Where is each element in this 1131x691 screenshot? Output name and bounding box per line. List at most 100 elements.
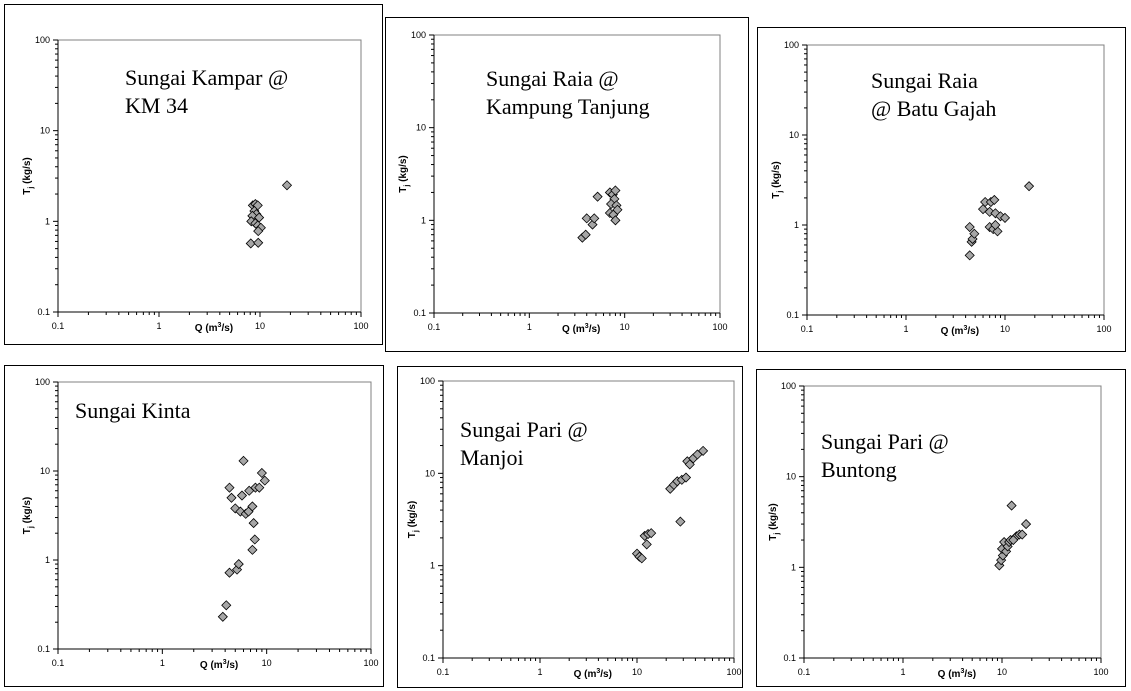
data-point <box>233 559 244 570</box>
chart-title-line: KM 34 <box>125 93 188 118</box>
y-axis-label: Tj (kg/s) <box>771 161 784 199</box>
data-point <box>646 528 657 539</box>
x-tick-label: 0.1 <box>52 321 65 331</box>
x-axis-label: Q (m3/s) <box>941 325 979 337</box>
data-point <box>281 180 293 191</box>
y-tick-label: 100 <box>411 30 426 40</box>
data-point <box>1017 529 1028 540</box>
data-point <box>217 611 228 622</box>
x-axis-label: Q (m3/s) <box>195 322 233 334</box>
y-tick-label: 100 <box>781 381 796 391</box>
data-point <box>969 228 980 239</box>
y-axis-label: Tj (kg/s) <box>22 157 35 195</box>
data-point <box>249 534 260 545</box>
chart-title-line: Sungai Kampar @ <box>125 65 288 90</box>
data-point <box>1006 500 1017 511</box>
x-tick-label: 0.1 <box>437 667 450 677</box>
x-tick-label: 10 <box>997 667 1007 677</box>
chart-title-line: Sungai Pari @ <box>821 429 949 454</box>
y-tick-label: 10 <box>425 468 435 478</box>
data-point <box>238 455 249 466</box>
x-tick-label: 10 <box>620 322 630 332</box>
x-tick-label: 10 <box>1000 324 1010 334</box>
plot-area <box>57 381 372 650</box>
data-point <box>612 204 623 215</box>
y-tick-label: 100 <box>35 377 50 387</box>
chart-panel-5: 0.1 1 10 100 0.1 1 10 100 Q (m3/s) Tj (kg/s) Sunga… <box>397 366 743 688</box>
plot-area <box>442 380 735 659</box>
y-tick-label: 10 <box>789 130 799 140</box>
chart-panel-1: 0.1 1 10 100 0.1 1 10 100 Q (m3/s) Tj (kg/s) Sunga… <box>4 4 383 345</box>
chart-title-line: Sungai Kinta <box>75 398 191 423</box>
data-point <box>253 226 264 237</box>
x-tick-label: 0.1 <box>428 322 441 332</box>
y-tick-label: 100 <box>784 40 799 50</box>
x-tick-label: 100 <box>712 322 727 332</box>
chart-title-line: Kampung Tanjung <box>486 94 650 119</box>
data-point <box>247 501 258 512</box>
data-point <box>592 191 603 202</box>
x-tick-label: 100 <box>726 667 741 677</box>
x-tick-label: 0.1 <box>52 658 65 668</box>
data-point <box>580 229 591 240</box>
y-tick-label: 1 <box>45 216 50 226</box>
x-axis-label: Q (m3/s) <box>562 323 600 335</box>
x-tick-label: 100 <box>1096 324 1111 334</box>
data-point <box>990 219 1001 231</box>
data-point <box>680 472 692 483</box>
chart-kinta: 0.1 1 10 100 0.1 1 10 100 Q (m3/s) Tj (kg/s) Sunga… <box>22 377 379 671</box>
data-point <box>698 445 709 456</box>
chart-title-line: Sungai Pari @ <box>460 417 588 442</box>
y-tick-label: 100 <box>35 35 50 45</box>
data-point <box>641 539 652 550</box>
y-tick-label: 0.1 <box>422 653 435 663</box>
data-point <box>675 516 686 527</box>
x-axis-label: Q (m3/s) <box>938 668 976 680</box>
y-tick-label: 1 <box>794 220 799 230</box>
x-axis-label: Q (m3/s) <box>200 659 238 671</box>
chart-title-line: Sungai Raia @ <box>486 66 619 91</box>
y-axis-label: Tj (kg/s) <box>768 503 781 541</box>
y-tick-label: 1 <box>791 562 796 572</box>
y-tick-label: 0.1 <box>37 307 50 317</box>
plot-area <box>433 34 721 314</box>
chart-raia-batu-gajah: 0.1 1 10 100 0.1 1 10 100 Q (m3/s) Tj (kg/s) Sunga… <box>771 40 1112 337</box>
x-tick-label: 1 <box>160 658 165 668</box>
chart-pari-buntong: 0.1 1 10 100 0.1 1 10 100 Q (m3/s) Tj (kg/s) Sunga… <box>768 381 1109 680</box>
x-tick-label: 10 <box>632 667 642 677</box>
plot-area <box>806 44 1105 316</box>
x-tick-label: 0.1 <box>801 324 814 334</box>
x-tick-label: 1 <box>156 321 161 331</box>
data-point <box>226 492 237 503</box>
y-axis-label: Tj (kg/s) <box>22 497 35 535</box>
data-point <box>964 221 975 233</box>
data-point <box>636 553 647 564</box>
chart-panel-2: 0.1 1 10 100 0.1 1 10 100 Q (m3/s) Tj (kg/s) Sunga… <box>385 17 749 352</box>
plot-area <box>57 39 362 313</box>
data-point <box>1020 519 1032 530</box>
y-axis-label: Tj (kg/s) <box>398 155 411 193</box>
chart-kampar: 0.1 1 10 100 0.1 1 10 100 Q (m3/s) Tj (kg/s) Sunga… <box>22 35 369 334</box>
chart-title-line: Manjoi <box>460 445 524 470</box>
x-tick-label: 1 <box>903 324 908 334</box>
data-point <box>253 237 264 248</box>
y-tick-label: 0.1 <box>413 308 426 318</box>
chart-raia-tanjung: 0.1 1 10 100 0.1 1 10 100 Q (m3/s) Tj (kg/s) Sunga… <box>398 30 728 335</box>
data-point <box>236 490 248 501</box>
data-point <box>254 482 265 493</box>
x-tick-label: 1 <box>537 667 542 677</box>
y-tick-label: 1 <box>421 215 426 225</box>
y-tick-label: 100 <box>420 376 435 386</box>
chart-panel-4: 0.1 1 10 100 0.1 1 10 100 Q (m3/s) Tj (kg/s) Sunga… <box>4 365 384 687</box>
chart-panel-3: 0.1 1 10 100 0.1 1 10 100 Q (m3/s) Tj (kg/s) Sunga… <box>757 27 1126 352</box>
y-tick-label: 0.1 <box>37 644 50 654</box>
data-point <box>1008 534 1019 546</box>
data-point <box>256 467 267 479</box>
x-tick-label: 100 <box>353 321 368 331</box>
data-point <box>589 213 600 224</box>
data-point <box>248 518 259 529</box>
data-point <box>224 482 235 493</box>
y-tick-label: 1 <box>430 561 435 571</box>
y-tick-label: 10 <box>786 472 796 482</box>
chart-title-line: @ Batu Gajah <box>871 96 996 121</box>
